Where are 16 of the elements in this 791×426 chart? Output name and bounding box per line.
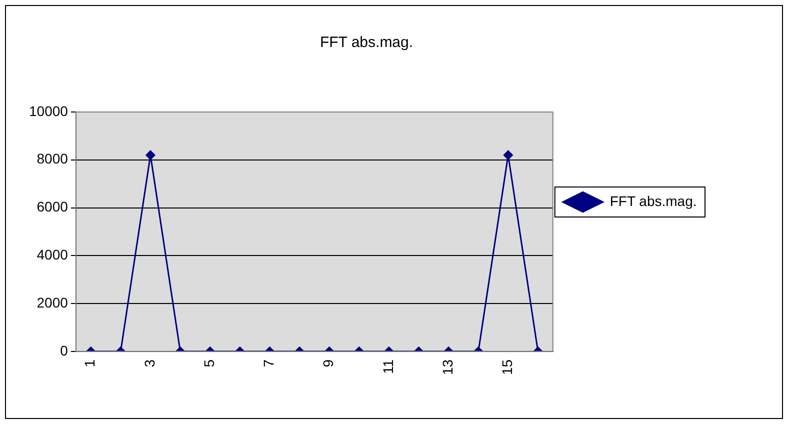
y-tick-label: 4000 xyxy=(36,246,68,263)
x-tick-label: 5 xyxy=(200,359,217,368)
legend-label: FFT abs.mag. xyxy=(610,192,697,209)
y-tick-label: 8000 xyxy=(36,150,68,167)
x-tick-label: 15 xyxy=(499,359,516,376)
x-tick-label: 11 xyxy=(380,359,396,374)
x-tick-label: 13 xyxy=(439,359,456,376)
x-tick-label: 9 xyxy=(320,359,336,368)
y-tick-label: 2000 xyxy=(36,294,68,310)
x-tick-label: 7 xyxy=(260,359,277,368)
chart-title: FFT abs.mag. xyxy=(320,34,414,52)
y-tick-label: 10000 xyxy=(28,102,68,119)
y-tick-label: 6000 xyxy=(36,198,68,215)
x-tick-label: 1 xyxy=(82,359,98,368)
y-tick-label: 0 xyxy=(60,342,68,358)
x-tick-label: 3 xyxy=(141,359,158,368)
